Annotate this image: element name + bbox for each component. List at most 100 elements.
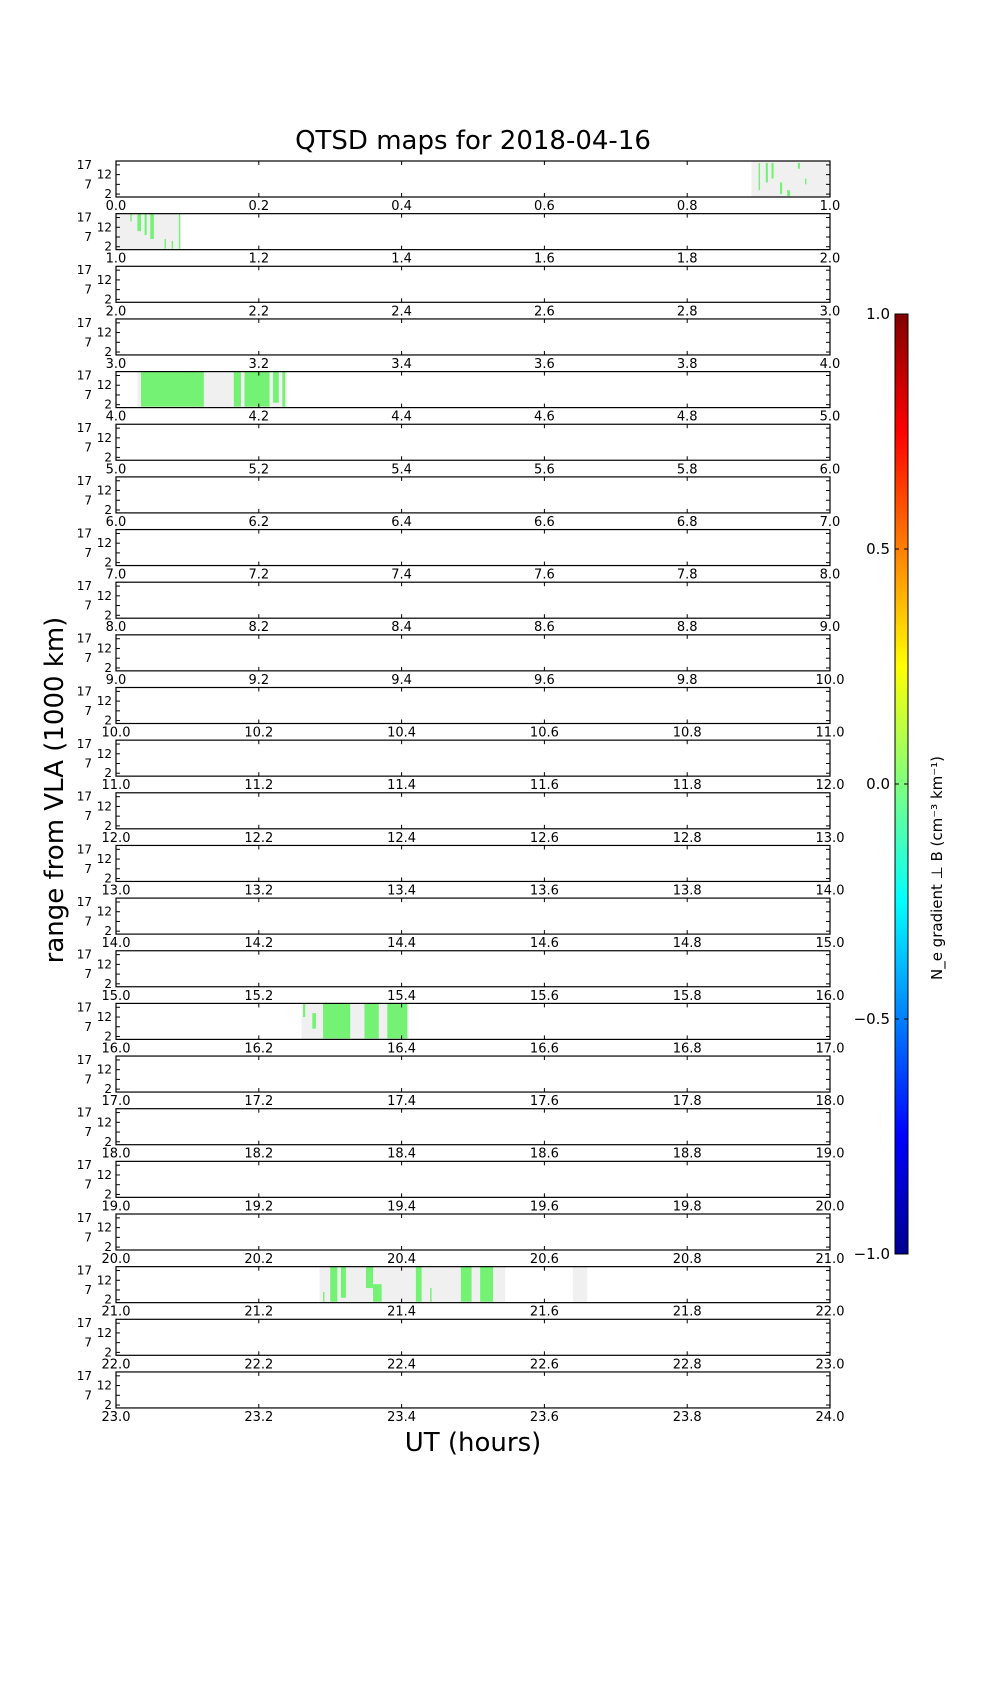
- x-tick-label: 24.0: [816, 1410, 845, 1425]
- x-tick-label: 23.0: [102, 1410, 131, 1425]
- y-tick-label: 2: [104, 556, 112, 570]
- y-tick-label: 12: [97, 1063, 112, 1077]
- y-tick-label: 12: [97, 589, 112, 603]
- x-tick-label: 21.4: [387, 1305, 416, 1320]
- x-tick-label: 18.8: [673, 1147, 702, 1162]
- y-tick-label: 7: [84, 704, 92, 718]
- x-tick-label: 15.6: [530, 989, 559, 1004]
- x-tick-label: 15.0: [816, 936, 845, 951]
- x-tick-label: 9.0: [820, 620, 841, 635]
- x-tick-label: 16.0: [102, 1041, 131, 1056]
- x-tick-label: 1.2: [248, 252, 269, 267]
- y-tick-label: 2: [104, 1187, 112, 1201]
- y-tick-label: 7: [84, 1283, 92, 1297]
- x-tick-label: 20.6: [530, 1252, 559, 1267]
- x-tick-label: 21.0: [102, 1305, 131, 1320]
- y-tick-label: 12: [97, 1168, 112, 1182]
- y-tick-label: 17: [77, 684, 92, 698]
- y-tick-label: 12: [97, 641, 112, 655]
- data-cell: [233, 371, 241, 407]
- x-tick-label: 8.0: [106, 620, 127, 635]
- y-tick-label: 7: [84, 493, 92, 507]
- x-tick-label: 23.2: [244, 1410, 273, 1425]
- x-tick-label: 0.0: [106, 199, 127, 214]
- x-tick-label: 10.4: [387, 726, 416, 741]
- x-tick-label: 3.2: [248, 357, 269, 372]
- x-tick-label: 5.8: [677, 462, 698, 477]
- y-tick-label: 12: [97, 1273, 112, 1287]
- y-tick-label: 12: [97, 168, 112, 182]
- y-tick-label: 2: [104, 1398, 112, 1412]
- y-tick-label: 2: [104, 819, 112, 833]
- y-tick-label: 7: [84, 1125, 92, 1139]
- x-tick-label: 14.4: [387, 936, 416, 951]
- y-tick-label: 12: [97, 536, 112, 550]
- x-axis-label: UT (hours): [404, 1428, 542, 1458]
- y-tick-label: 17: [77, 526, 92, 540]
- y-tick-label: 7: [84, 1230, 92, 1244]
- y-tick-label: 12: [97, 431, 112, 445]
- x-tick-label: 23.4: [387, 1410, 416, 1425]
- x-tick-label: 3.8: [677, 357, 698, 372]
- y-tick-label: 17: [77, 158, 92, 172]
- y-tick-label: 17: [77, 1000, 92, 1014]
- panel-frame: [115, 950, 831, 988]
- data-cell: [178, 213, 181, 249]
- x-tick-label: 7.4: [391, 568, 412, 583]
- x-tick-label: 12.0: [816, 778, 845, 793]
- x-tick-label: 18.0: [816, 1094, 845, 1109]
- y-tick-label: 7: [84, 651, 92, 665]
- colorbar-tick-label: 1.0: [866, 305, 890, 323]
- y-tick-label: 17: [77, 474, 92, 488]
- x-tick-label: 9.0: [106, 673, 127, 688]
- x-tick-label: 4.4: [391, 410, 412, 425]
- x-tick-label: 12.2: [244, 831, 273, 846]
- panel-frame: [115, 1108, 831, 1146]
- y-tick-label: 2: [104, 714, 112, 728]
- y-tick-label: 17: [77, 579, 92, 593]
- y-tick-label: 7: [84, 546, 92, 560]
- y-tick-label: 17: [77, 632, 92, 646]
- x-tick-label: 8.0: [820, 568, 841, 583]
- data-cell: [415, 1266, 422, 1302]
- x-tick-label: 19.2: [244, 1199, 273, 1214]
- x-tick-label: 11.2: [244, 778, 273, 793]
- data-cell: [797, 162, 801, 169]
- data-cell: [373, 1284, 382, 1302]
- x-tick-label: 22.8: [673, 1357, 702, 1372]
- data-cell: [330, 1266, 338, 1302]
- x-tick-label: 18.2: [244, 1147, 273, 1162]
- y-tick-label: 2: [104, 661, 112, 675]
- y-tick-label: 17: [77, 790, 92, 804]
- y-tick-label: 2: [104, 292, 112, 306]
- data-cell: [312, 1013, 316, 1029]
- x-tick-label: 4.0: [106, 410, 127, 425]
- x-tick-label: 4.8: [677, 410, 698, 425]
- panel-frame: [115, 371, 831, 409]
- x-tick-label: 12.0: [102, 831, 131, 846]
- x-tick-label: 16.6: [530, 1041, 559, 1056]
- data-cell: [765, 162, 768, 183]
- x-tick-label: 11.0: [102, 778, 131, 793]
- x-tick-label: 19.0: [816, 1147, 845, 1162]
- colorbar-tick-label: 0.5: [866, 540, 890, 558]
- y-tick-label: 12: [97, 1379, 112, 1393]
- panel-frame: [115, 1318, 831, 1356]
- x-tick-label: 20.8: [673, 1252, 702, 1267]
- x-tick-label: 16.4: [387, 1041, 416, 1056]
- x-tick-label: 13.0: [816, 831, 845, 846]
- x-tick-label: 9.4: [391, 673, 412, 688]
- y-tick-label: 17: [77, 1316, 92, 1330]
- y-tick-label: 2: [104, 187, 112, 201]
- x-tick-label: 23.0: [816, 1357, 845, 1372]
- y-tick-label: 2: [104, 1135, 112, 1149]
- x-tick-label: 8.2: [248, 620, 269, 635]
- x-tick-label: 3.0: [820, 304, 841, 319]
- x-tick-label: 7.0: [820, 515, 841, 530]
- x-tick-label: 22.0: [102, 1357, 131, 1372]
- x-tick-label: 8.8: [677, 620, 698, 635]
- y-tick-label: 12: [97, 694, 112, 708]
- x-tick-label: 22.4: [387, 1357, 416, 1372]
- y-tick-label: 12: [97, 326, 112, 340]
- y-tick-label: 7: [84, 283, 92, 297]
